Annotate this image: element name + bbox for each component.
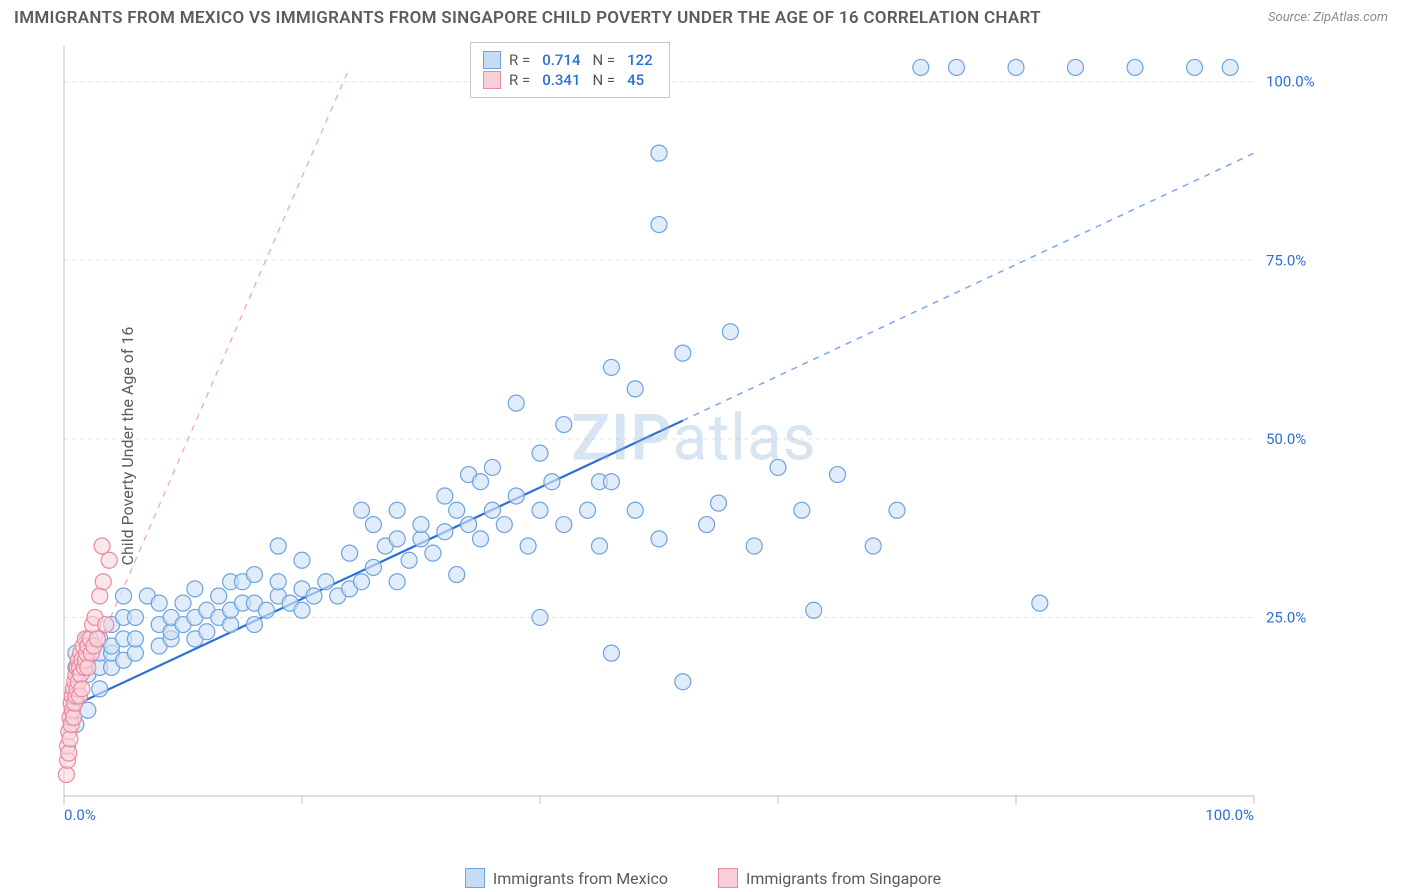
chart-title: IMMIGRANTS FROM MEXICO VS IMMIGRANTS FRO… (14, 8, 1041, 28)
legend-item-singapore: Immigrants from Singapore (718, 868, 941, 888)
legend-item-mexico: Immigrants from Mexico (465, 868, 668, 888)
svg-text:75.0%: 75.0% (1266, 251, 1306, 269)
legend-r-label-2: R = (509, 71, 530, 89)
scatter-svg: 25.0% 50.0% 75.0% 100.0% 0.0% 100.0% (54, 38, 1334, 838)
legend-swatch-mexico (483, 51, 501, 69)
legend-n-label-2: N = (592, 71, 615, 89)
svg-text:25.0%: 25.0% (1266, 608, 1306, 626)
svg-text:50.0%: 50.0% (1266, 430, 1306, 448)
svg-text:100.0%: 100.0% (1266, 73, 1315, 91)
legend-n-singapore: 45 (623, 71, 648, 89)
legend-label-mexico: Immigrants from Mexico (493, 869, 668, 888)
legend-label-singapore: Immigrants from Singapore (746, 869, 941, 888)
legend-r-mexico: 0.714 (538, 51, 584, 69)
series-legend: Immigrants from Mexico Immigrants from S… (0, 868, 1406, 888)
legend-row-mexico: R = 0.714 N = 122 (483, 51, 657, 69)
legend-n-mexico: 122 (623, 51, 657, 69)
correlation-legend: R = 0.714 N = 122 R = 0.341 N = 45 (470, 42, 670, 98)
legend-swatch-mexico-2 (465, 868, 485, 888)
svg-text:100.0%: 100.0% (1205, 806, 1254, 824)
legend-r-label: R = (509, 51, 530, 69)
legend-n-label: N = (592, 51, 615, 69)
source-label: Source: ZipAtlas.com (1268, 10, 1388, 25)
legend-swatch-singapore-2 (718, 868, 738, 888)
legend-swatch-singapore (483, 71, 501, 89)
legend-row-singapore: R = 0.341 N = 45 (483, 71, 657, 89)
svg-text:0.0%: 0.0% (64, 806, 96, 824)
chart-area: 25.0%50.0%75.0%100.0%0.0%100.0% ZIPatlas (54, 38, 1334, 838)
legend-r-singapore: 0.341 (538, 71, 584, 89)
